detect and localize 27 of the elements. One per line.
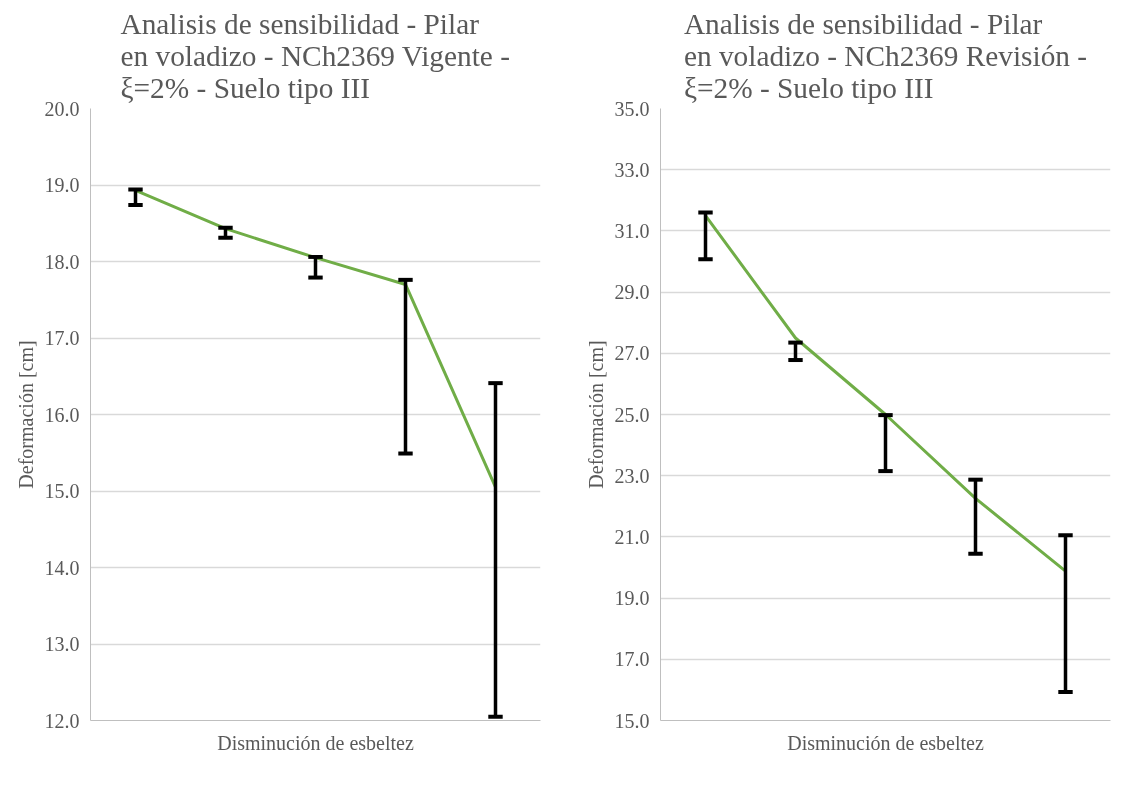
y-tick-label: 16.0 — [44, 403, 80, 426]
y-axis-title: Deformación [cm] — [14, 340, 37, 489]
line-series — [704, 214, 1067, 573]
y-tick-label: 13.0 — [44, 633, 80, 655]
y-tick-label: 27.0 — [614, 342, 650, 365]
y-tick-label: 15.0 — [614, 709, 650, 732]
y-tick-label: 29.0 — [614, 281, 650, 304]
y-tick-label: 17.0 — [614, 648, 650, 671]
y-tick-label: 21.0 — [614, 525, 650, 548]
y-tick-label: 17.0 — [44, 327, 80, 349]
y-tick-label: 14.0 — [44, 556, 80, 579]
y-tick-label: 18.0 — [44, 250, 80, 273]
y-tick-label: 35.0 — [614, 97, 650, 120]
y-tick-label: 15.0 — [44, 480, 80, 502]
y-tick-label: 25.0 — [614, 403, 650, 426]
y-tick-label: 31.0 — [614, 219, 650, 242]
y-tick-label: 19.0 — [44, 174, 80, 196]
y-tick-label: 20.0 — [44, 97, 80, 120]
y-axis-title: Deformación [cm] — [584, 340, 607, 489]
y-tick-label: 19.0 — [614, 587, 650, 610]
y-tick-label: 12.0 — [44, 709, 80, 732]
x-axis-title: Disminución de esbeltez — [787, 731, 984, 754]
y-tick-label: 33.0 — [614, 158, 650, 181]
y-tick-label: 23.0 — [614, 464, 650, 487]
x-axis-title: Disminución de esbeltez — [217, 731, 414, 754]
chart-title: Analisis de sensibilidad - Pilar en voladizo - NCh2369 Vigente - ξ=2% - Suelo tipo III — [120, 7, 510, 104]
chart-title: Analisis de sensibilidad - Pilar en voladizo - NCh2369 Revisión - ξ=2% - Suelo tipo III — [683, 7, 1088, 104]
